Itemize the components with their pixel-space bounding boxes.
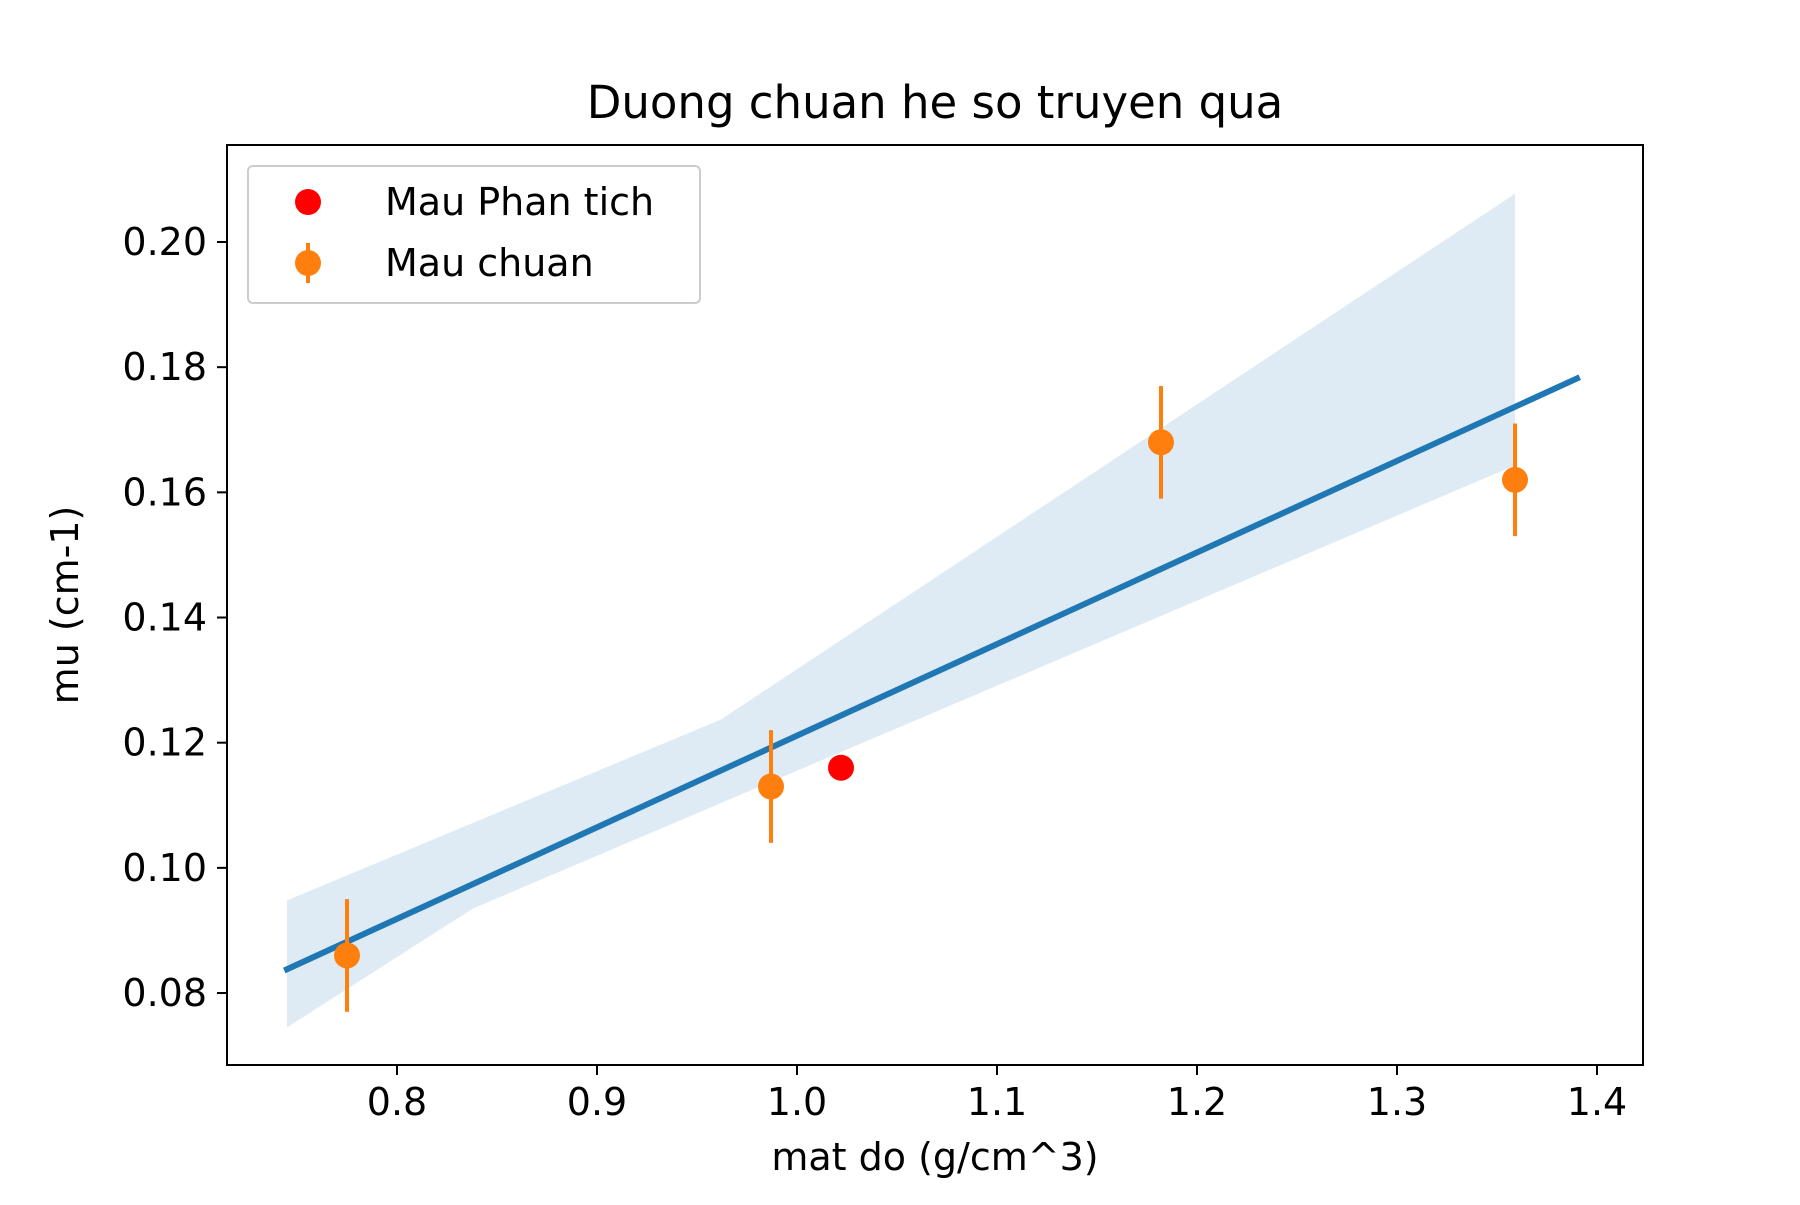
y-tick-label: 0.10 (122, 846, 207, 890)
x-tick-label: 1.2 (1167, 1080, 1227, 1124)
y-axis-label: mu (cm-1) (43, 506, 87, 705)
legend-label-standard: Mau chuan (385, 241, 594, 285)
legend-label-analysis: Mau Phan tich (385, 180, 654, 224)
fit-line-layer (283, 374, 1581, 974)
x-axis-label: mat do (g/cm^3) (771, 1135, 1098, 1179)
x-tick-label: 1.0 (767, 1080, 827, 1124)
legend-box (247, 165, 701, 304)
y-tick-label: 0.16 (122, 470, 207, 514)
x-tick-label: 1.1 (967, 1080, 1027, 1124)
standard-sample-point (758, 773, 784, 800)
x-tick-label: 0.8 (367, 1080, 427, 1124)
y-axis-ticks: 0.08 0.10 0.12 0.14 0.16 0.18 0.20 (122, 220, 227, 1015)
x-tick-label: 0.9 (567, 1080, 627, 1124)
y-tick-label: 0.12 (122, 721, 207, 765)
chart-title: Duong chuan he so truyen qua (587, 76, 1284, 129)
confidence-band (287, 193, 1515, 1028)
confidence-band-layer (287, 193, 1515, 1028)
standard-sample-point (334, 942, 360, 969)
y-tick-label: 0.18 (122, 345, 207, 389)
y-tick-label: 0.08 (122, 971, 207, 1015)
x-tick-label: 1.3 (1367, 1080, 1427, 1124)
plot-area-frame (226, 144, 1644, 1066)
y-tick-label: 0.14 (122, 596, 207, 640)
legend: Mau Phan tich Mau chuan (247, 165, 701, 304)
legend-marker-analysis (295, 189, 321, 215)
standard-sample-point (1148, 429, 1174, 456)
legend-marker-standard (295, 250, 321, 276)
points-layer (334, 429, 1528, 969)
fit-line (283, 374, 1581, 974)
x-tick-label: 1.4 (1567, 1080, 1627, 1124)
x-axis-ticks: 0.8 0.9 1.0 1.1 1.2 1.3 1.4 (367, 1065, 1627, 1124)
analysis-sample-point (828, 754, 854, 781)
standard-sample-point (1502, 466, 1528, 493)
y-tick-label: 0.20 (122, 220, 207, 264)
